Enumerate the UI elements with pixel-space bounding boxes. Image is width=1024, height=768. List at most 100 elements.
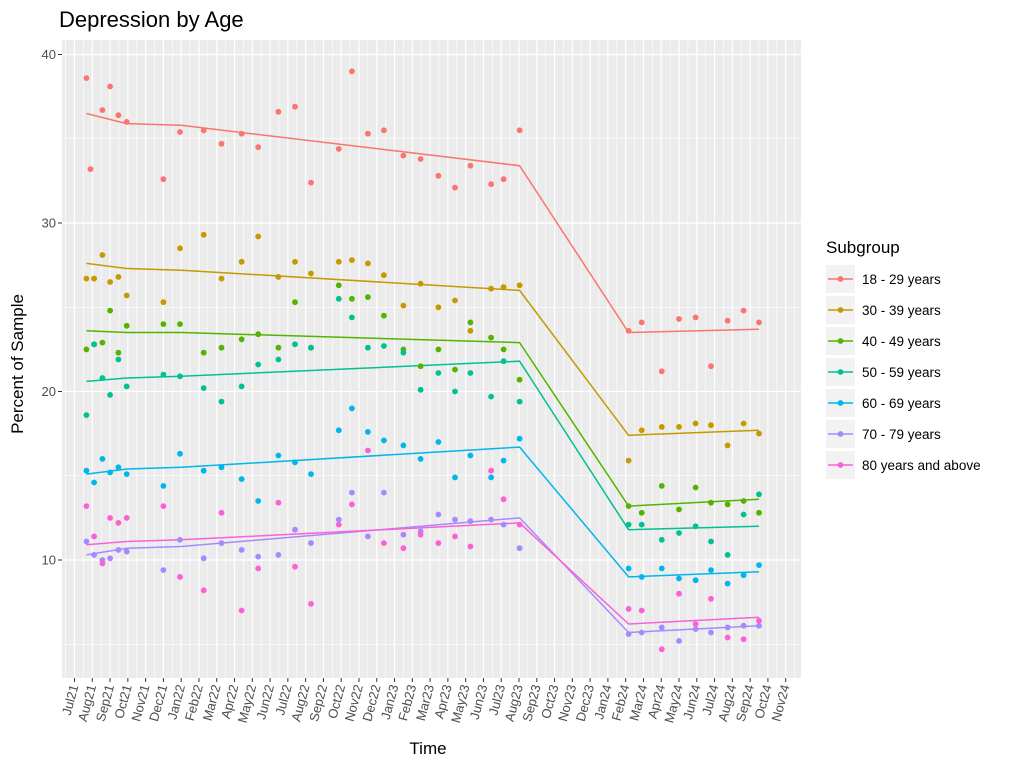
data-point	[99, 560, 106, 567]
data-point	[115, 274, 122, 280]
data-point	[638, 319, 645, 326]
data-point	[516, 398, 523, 405]
trend-line	[86, 112, 760, 334]
data-point	[740, 622, 747, 629]
data-point	[452, 474, 458, 481]
data-point	[160, 321, 167, 327]
data-point	[255, 565, 262, 572]
trend-line	[86, 262, 760, 437]
data-point	[275, 499, 282, 506]
data-point	[435, 346, 442, 353]
legend-item: 30 - 39 years	[826, 296, 941, 324]
data-point	[467, 370, 474, 376]
data-point	[160, 176, 167, 183]
data-point	[349, 295, 355, 302]
data-point	[200, 349, 207, 356]
data-point	[308, 540, 314, 546]
data-point	[200, 555, 207, 562]
x-axis: Jul21Aug21Sep21Oct21Nov21Dec21Jan22Feb22…	[59, 678, 793, 724]
data-point	[83, 503, 90, 509]
legend-item: 18 - 29 years	[826, 265, 941, 293]
data-point	[238, 130, 245, 137]
data-point	[238, 476, 245, 482]
data-point	[724, 442, 731, 449]
data-point	[658, 646, 665, 653]
data-point	[292, 526, 298, 533]
data-point	[658, 536, 665, 543]
data-point	[99, 456, 106, 462]
data-point	[115, 547, 122, 553]
data-point	[708, 422, 714, 429]
data-point	[658, 624, 665, 631]
legend-label: 60 - 69 years	[862, 396, 941, 411]
data-point	[467, 452, 474, 459]
data-point	[625, 457, 632, 464]
data-point	[500, 284, 507, 290]
data-point	[692, 523, 699, 530]
data-point	[218, 398, 225, 405]
data-point	[488, 516, 494, 523]
data-point	[400, 545, 407, 552]
data-point	[365, 260, 371, 267]
data-point	[692, 621, 699, 627]
data-point	[658, 424, 665, 430]
data-point	[335, 282, 342, 289]
data-point	[200, 467, 207, 474]
data-point	[638, 629, 645, 636]
data-point	[107, 469, 113, 476]
data-point	[676, 638, 682, 644]
legend-label: 30 - 39 years	[862, 303, 941, 318]
x-axis-title: Time	[409, 739, 446, 758]
data-point	[292, 258, 298, 265]
data-point	[218, 140, 225, 147]
data-point	[160, 371, 167, 378]
data-point	[488, 467, 494, 474]
data-point	[99, 339, 106, 346]
data-point	[365, 294, 371, 300]
data-point	[238, 547, 245, 553]
data-point	[724, 317, 731, 324]
y-axis-title: Percent of Sample	[8, 294, 27, 434]
data-point	[91, 533, 97, 540]
legend-item: 50 - 59 years	[826, 358, 941, 386]
data-point	[756, 491, 762, 498]
legend-key-point	[837, 369, 844, 375]
data-point	[335, 427, 342, 434]
data-point	[107, 555, 113, 562]
data-point	[349, 501, 355, 508]
data-point	[488, 285, 494, 292]
data-point	[756, 319, 762, 326]
data-point	[349, 405, 355, 412]
data-point	[516, 545, 523, 552]
data-point	[740, 307, 747, 314]
legend-title: Subgroup	[826, 238, 900, 257]
data-point	[638, 607, 645, 614]
data-point	[417, 280, 424, 287]
data-point	[400, 531, 407, 538]
data-point	[255, 361, 262, 368]
data-point	[99, 252, 106, 258]
data-point	[349, 68, 355, 75]
data-point	[91, 552, 97, 558]
data-point	[467, 162, 474, 169]
data-point	[467, 319, 474, 326]
data-point	[756, 617, 762, 624]
data-point	[488, 181, 494, 188]
data-point	[452, 184, 458, 191]
data-point	[335, 516, 342, 523]
legend-key-point	[837, 338, 844, 344]
data-point	[692, 484, 699, 491]
data-point	[255, 233, 262, 240]
data-point	[500, 496, 507, 503]
trend-line	[86, 360, 760, 531]
data-point	[275, 552, 282, 558]
data-point	[435, 304, 442, 311]
data-point	[292, 299, 298, 306]
data-point	[724, 552, 731, 558]
data-point	[275, 356, 282, 363]
data-point	[218, 464, 225, 471]
data-point	[676, 316, 682, 322]
data-point	[435, 439, 442, 445]
data-point	[177, 129, 183, 135]
data-point	[99, 107, 106, 113]
